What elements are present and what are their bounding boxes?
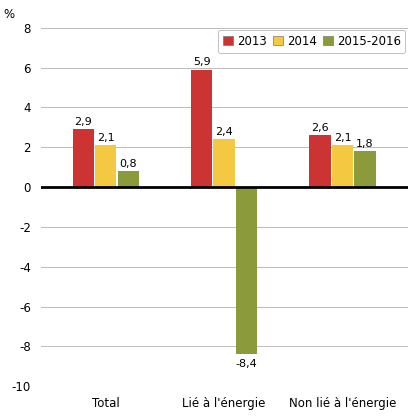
Bar — [236, 187, 257, 354]
Text: 1,8: 1,8 — [356, 139, 374, 149]
Bar — [72, 129, 94, 187]
Bar — [332, 145, 353, 187]
Text: 5,9: 5,9 — [193, 57, 210, 67]
Text: 2,1: 2,1 — [334, 133, 352, 143]
Text: 2,6: 2,6 — [311, 123, 329, 133]
Legend: 2013, 2014, 2015-2016: 2013, 2014, 2015-2016 — [218, 30, 406, 53]
Text: %: % — [4, 8, 15, 20]
Text: -8,4: -8,4 — [236, 359, 258, 370]
Text: 2,1: 2,1 — [97, 133, 114, 143]
Text: 2,4: 2,4 — [215, 127, 233, 137]
Text: 2,9: 2,9 — [74, 117, 92, 127]
Text: 0,8: 0,8 — [119, 158, 137, 168]
Bar — [213, 139, 235, 187]
Bar — [310, 135, 331, 187]
Bar — [191, 69, 212, 187]
Bar — [118, 171, 139, 187]
Bar — [95, 145, 116, 187]
Bar — [354, 151, 376, 187]
